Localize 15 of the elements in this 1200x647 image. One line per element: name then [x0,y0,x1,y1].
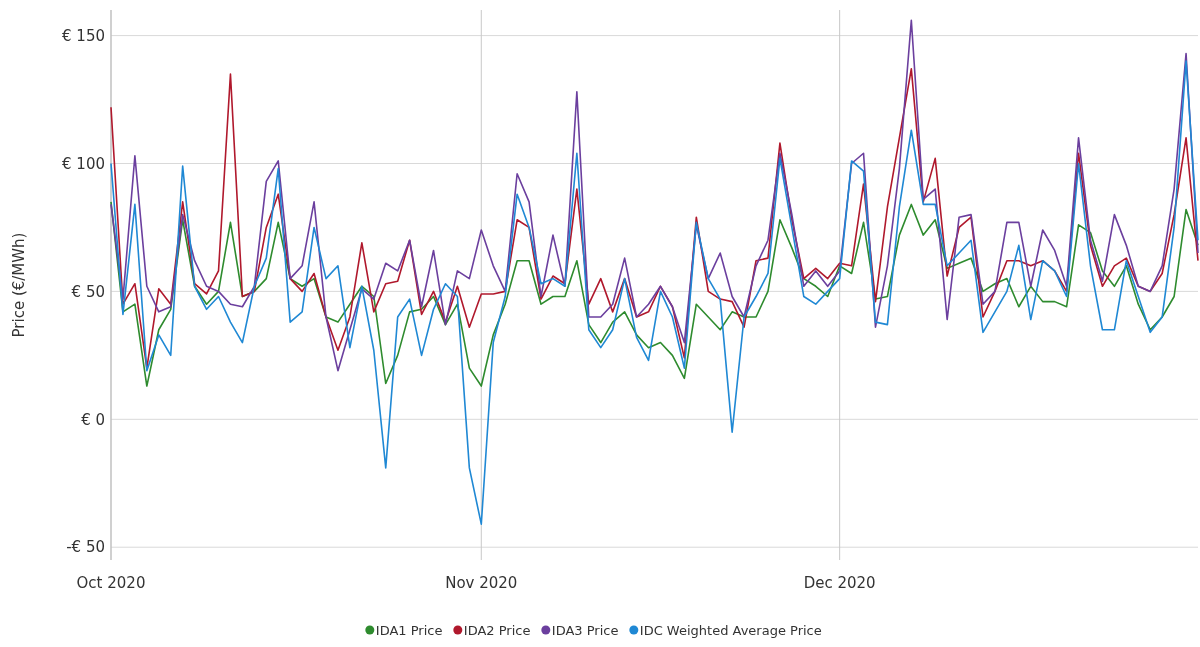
y-tick-label: € 0 [81,410,105,429]
x-tick-label: Nov 2020 [445,574,518,592]
y-tick-label: € 50 [71,282,105,301]
y-tick-label: € 150 [62,26,105,45]
line-series [110,60,1199,525]
y-tick-label: € 100 [62,154,105,173]
x-tick-label: Dec 2020 [803,574,876,592]
legend-label: IDA1 Price [375,623,443,638]
legend-label: IDC Weighted Average Price [639,623,822,638]
legend-label: IDA3 Price [551,623,619,638]
x-tick-label: Oct 2020 [76,574,146,592]
y-tick-label: -€ 50 [66,538,105,557]
legend-label: IDA2 Price [463,623,531,638]
line-series [110,201,1199,387]
y-axis-title: Price (€/MWh) [10,232,28,338]
